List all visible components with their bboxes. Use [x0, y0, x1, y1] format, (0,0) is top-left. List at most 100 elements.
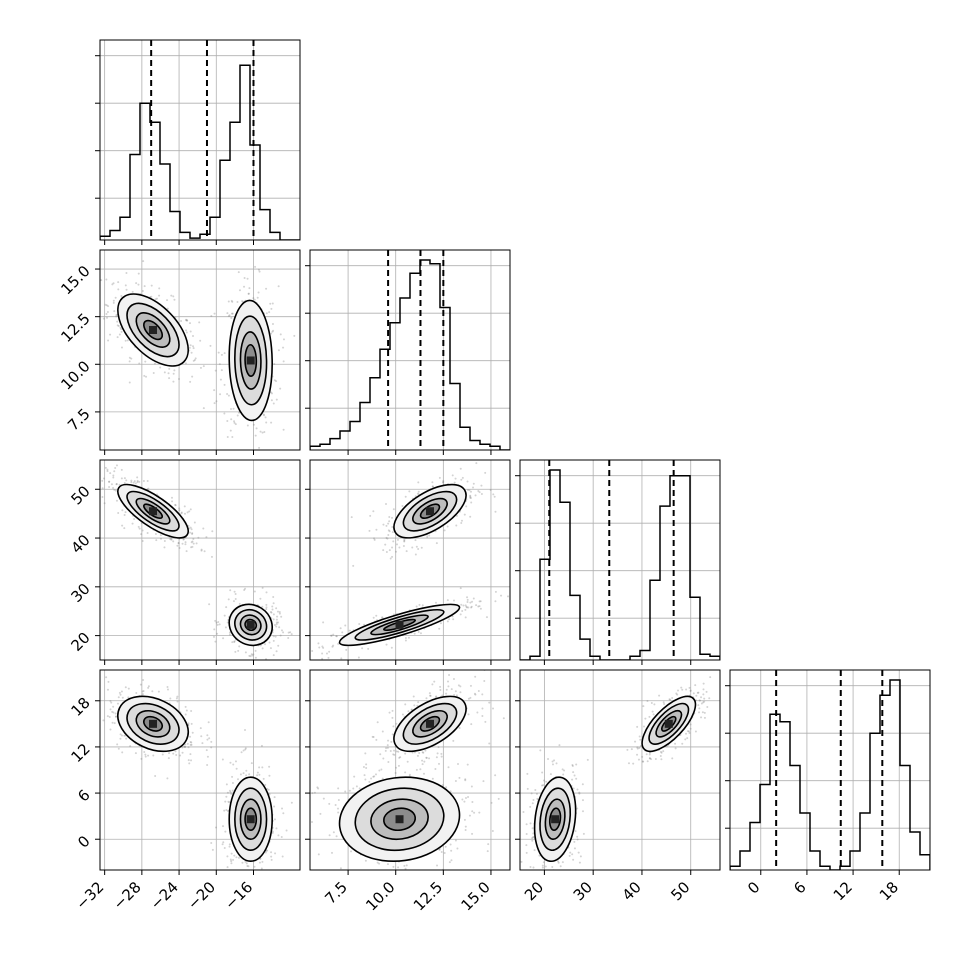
sample-point	[559, 885, 561, 887]
sample-point	[147, 754, 150, 757]
sample-point	[697, 691, 700, 694]
sample-point	[279, 634, 282, 637]
sample-point	[154, 533, 157, 536]
sample-point	[191, 375, 194, 378]
sample-point	[117, 696, 120, 699]
sample-point	[268, 774, 271, 777]
sample-point	[388, 520, 391, 523]
sample-point	[407, 636, 410, 639]
sample-point	[250, 653, 253, 656]
sample-point	[111, 710, 114, 713]
sample-point	[474, 494, 477, 497]
sample-point	[335, 635, 338, 638]
sample-point	[256, 296, 259, 299]
sample-point	[467, 606, 470, 609]
sample-point	[431, 683, 434, 686]
sample-point	[273, 624, 276, 627]
sample-point	[436, 864, 439, 867]
sample-point	[114, 489, 117, 492]
density-peak	[246, 356, 255, 365]
sample-point	[159, 537, 162, 540]
sample-point	[481, 715, 484, 718]
sample-point	[706, 706, 709, 709]
sample-point	[147, 487, 150, 490]
sample-point	[120, 294, 123, 297]
sample-point	[102, 317, 105, 320]
sample-point	[108, 485, 111, 488]
sample-point	[531, 839, 534, 842]
sample-point	[364, 859, 367, 862]
sample-point	[457, 684, 460, 687]
sample-point	[227, 300, 230, 303]
sample-point	[582, 832, 585, 835]
sample-point	[245, 862, 248, 865]
sample-point	[142, 260, 145, 263]
sample-point	[344, 790, 347, 793]
sample-point	[573, 847, 576, 850]
sample-point	[485, 616, 488, 619]
sample-point	[443, 529, 446, 532]
sample-point	[234, 882, 236, 884]
sample-point	[123, 477, 126, 480]
sample-point	[127, 687, 130, 690]
histogram-panel-3: 0 6 12 18	[725, 669, 931, 904]
sample-point	[494, 590, 497, 593]
sample-point	[275, 625, 278, 628]
sample-point	[188, 762, 191, 765]
sample-point	[547, 758, 550, 761]
sample-point	[403, 540, 406, 543]
sample-point	[417, 490, 420, 493]
sample-point	[382, 757, 385, 760]
sample-point	[391, 709, 394, 712]
sample-point	[440, 872, 442, 874]
sample-point	[391, 716, 394, 719]
sample-point	[282, 338, 285, 341]
sample-point	[178, 507, 181, 510]
sample-point	[446, 599, 449, 602]
sample-point	[648, 757, 651, 760]
sample-point	[578, 861, 581, 864]
sample-point	[243, 285, 246, 288]
sample-point	[232, 600, 235, 603]
sample-point	[273, 818, 276, 821]
sample-point	[277, 349, 280, 352]
sample-point	[241, 861, 244, 864]
sample-point	[311, 650, 314, 653]
sample-point	[183, 745, 186, 748]
sample-point	[416, 704, 419, 707]
sample-point	[685, 732, 688, 735]
sample-point	[453, 694, 456, 697]
sample-point	[345, 648, 348, 651]
sample-point	[553, 759, 556, 762]
sample-point	[538, 854, 541, 857]
sample-point	[270, 392, 273, 395]
sample-point	[229, 791, 232, 794]
sample-point	[258, 861, 261, 864]
sample-point	[186, 319, 189, 322]
sample-point	[450, 849, 453, 852]
sample-point	[103, 502, 106, 505]
sample-point	[420, 882, 422, 884]
sample-point	[109, 333, 112, 336]
sample-point	[675, 692, 678, 695]
sample-point	[642, 760, 645, 763]
sample-point	[106, 470, 109, 473]
sample-point	[221, 843, 224, 846]
sample-point	[189, 526, 192, 529]
sample-point	[163, 371, 166, 374]
sample-point	[229, 429, 232, 432]
sample-point	[138, 480, 141, 483]
sample-point	[417, 548, 420, 551]
y-tick-label: 40	[67, 531, 93, 557]
sample-point	[277, 834, 280, 837]
sample-point	[472, 486, 475, 489]
sample-point	[660, 758, 663, 761]
sample-point	[347, 885, 349, 887]
sample-point	[473, 692, 476, 695]
sample-point	[372, 510, 375, 513]
sample-point	[708, 697, 711, 700]
sample-point	[242, 749, 245, 752]
sample-point	[272, 595, 275, 598]
sample-point	[344, 624, 347, 627]
